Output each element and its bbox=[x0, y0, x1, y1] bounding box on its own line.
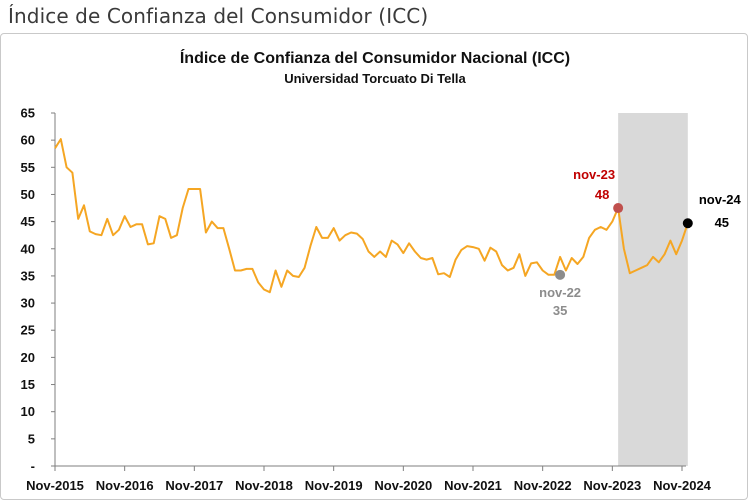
y-tick-label: 35 bbox=[21, 268, 35, 283]
chart-title: Índice de Confianza del Consumidor Nacio… bbox=[180, 48, 570, 67]
chart-subtitle: Universidad Torcuato Di Tella bbox=[284, 71, 466, 86]
x-tick-label: Nov-2016 bbox=[96, 478, 154, 493]
y-tick-label: 45 bbox=[21, 214, 35, 229]
y-tick-label: 20 bbox=[21, 350, 35, 365]
annotation-value: 48 bbox=[595, 187, 609, 202]
chart-frame: Índice de Confianza del Consumidor Nacio… bbox=[0, 33, 748, 500]
annotation-marker bbox=[682, 218, 693, 229]
x-tick-label: Nov-2022 bbox=[514, 478, 572, 493]
annotation-label: nov-22 bbox=[539, 285, 581, 300]
y-tick-label: 40 bbox=[21, 241, 35, 256]
y-tick-label: 60 bbox=[21, 133, 35, 148]
annotation-label: nov-23 bbox=[573, 167, 615, 182]
page-title: Índice de Confianza del Consumidor (ICC) bbox=[8, 4, 429, 28]
y-axis-ticks: - 5 10 15 20 25 30 35 40 45 50 55 60 65 bbox=[21, 106, 55, 474]
x-tick-label: Nov-2018 bbox=[235, 478, 293, 493]
y-tick-label: 55 bbox=[21, 160, 35, 175]
x-tick-label: Nov-2017 bbox=[165, 478, 223, 493]
annotation-value: 35 bbox=[553, 303, 567, 318]
x-tick-label: Nov-2015 bbox=[26, 478, 84, 493]
shaded-region bbox=[618, 113, 688, 466]
y-tick-label: 50 bbox=[21, 187, 35, 202]
x-tick-label: Nov-2019 bbox=[305, 478, 363, 493]
y-tick-label: 30 bbox=[21, 296, 35, 311]
x-tick-label: Nov-2023 bbox=[583, 478, 641, 493]
y-tick-label: 65 bbox=[21, 106, 35, 121]
annotations: nov-22 35 nov-23 48 nov-24 45 bbox=[539, 167, 741, 318]
y-tick-label: 15 bbox=[21, 377, 35, 392]
axes bbox=[54, 113, 686, 467]
y-tick-label: 10 bbox=[21, 404, 35, 419]
annotation-value: 45 bbox=[715, 215, 729, 230]
x-tick-label: Nov-2020 bbox=[374, 478, 432, 493]
x-axis-ticks: Nov-2015 Nov-2016 Nov-2017 Nov-2018 Nov-2019… bbox=[26, 466, 712, 493]
icc-line-chart: Índice de Confianza del Consumidor Nacio… bbox=[21, 48, 742, 493]
x-tick-label: Nov-2024 bbox=[653, 478, 712, 493]
annotation-marker bbox=[555, 269, 566, 280]
annotation-marker bbox=[613, 203, 624, 214]
icc-series-line bbox=[54, 138, 689, 294]
y-tick-label: 5 bbox=[28, 431, 35, 446]
annotation-label: nov-24 bbox=[699, 192, 742, 207]
y-tick-label: 25 bbox=[21, 323, 35, 338]
y-tick-label: - bbox=[31, 459, 35, 474]
x-tick-label: Nov-2021 bbox=[444, 478, 502, 493]
